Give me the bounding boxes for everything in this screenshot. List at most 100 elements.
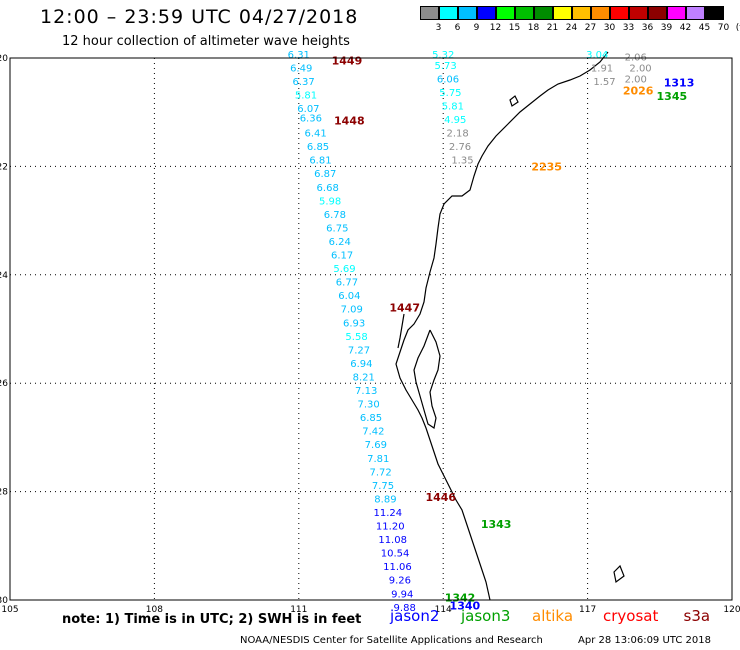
wave-height-value: 7.69	[365, 440, 387, 451]
dirk-hartog-island	[397, 313, 405, 349]
scale-swatch	[705, 6, 724, 20]
wave-height-value: 6.37	[292, 77, 314, 88]
scale-label: 24	[565, 23, 578, 33]
scale-label: 27	[584, 23, 597, 33]
wave-height-value: 9.94	[391, 589, 413, 600]
satellite-label-cryosat: cryosat	[603, 607, 659, 625]
scale-swatch	[496, 6, 515, 20]
wave-height-value: 7.27	[348, 345, 370, 356]
lat-tick-label: -30	[0, 596, 8, 606]
wave-height-value: 5.81	[295, 91, 317, 102]
scale-label: 45	[698, 23, 711, 33]
scale-label: 42	[679, 23, 692, 33]
wave-height-value: 6.75	[326, 223, 348, 234]
coastal-island-north	[509, 95, 519, 107]
lat-tick-label: -24	[0, 271, 8, 281]
track-altika: 2235 2026	[531, 85, 653, 174]
wave-height-value: 7.09	[341, 305, 363, 316]
wave-height-value: 1.91	[591, 64, 613, 75]
pass-time-label: 1446	[425, 491, 456, 504]
wave-height-value: 6.41	[305, 129, 327, 140]
satellite-label-s3a: s3a	[683, 607, 711, 625]
scale-swatch	[534, 6, 553, 20]
note-text: note: 1) Time is in UTC; 2) SWH is in fe…	[62, 612, 362, 627]
wave-height-value: 7.42	[362, 427, 384, 438]
pass-time-label: 1448	[334, 114, 365, 127]
scale-swatch	[591, 6, 610, 20]
wave-height-value: 6.85	[360, 413, 382, 424]
wave-height-value: 6.81	[309, 156, 331, 167]
wave-height-value: 2.00	[625, 74, 647, 85]
track-jason2: 1313 1340	[450, 76, 695, 612]
wave-height-value: 1.57	[593, 77, 615, 88]
map-axes: 105 108 111 114 117 120 -20 -22 -24 -26 -28 -30	[0, 54, 740, 615]
wave-height-value: 6.24	[329, 237, 351, 248]
wave-height-value: 8.21	[353, 372, 375, 383]
wave-height-value: 5.32	[432, 50, 454, 61]
pass-time-label: 1343	[481, 518, 512, 531]
wave-height-value: 7.81	[367, 454, 389, 465]
lon-tick-label: 120	[723, 605, 740, 615]
wave-height-value: 9.26	[389, 576, 411, 587]
scale-swatch	[553, 6, 572, 20]
wave-height-value: 6.87	[314, 169, 336, 180]
shark-bay-peninsula	[413, 329, 441, 429]
footer-credit: NOAA/NESDIS Center for Satellite Applica…	[240, 635, 543, 646]
wave-height-value: 6.78	[324, 210, 346, 221]
scale-swatch	[477, 6, 496, 20]
wave-height-value: 11.06	[383, 562, 412, 573]
scale-label: 6	[454, 23, 461, 33]
altimeter-tracks: 6.31 6.49 6.37 5.81 6.076.36 6.41 6.85 6.81 6.87…	[288, 50, 695, 614]
wave-height-value: 6.07	[297, 104, 319, 115]
wave-height-value: 5.73	[434, 61, 456, 72]
wave-height-value: 6.85	[307, 142, 329, 153]
map-subtitle: 12 hour collection of altimeter wave hei…	[62, 34, 350, 49]
satellite-label-jason3: jason3	[461, 607, 511, 625]
lat-tick-label: -22	[0, 162, 8, 172]
scale-label: 36	[641, 23, 654, 33]
wave-height-value: 11.08	[378, 535, 407, 546]
scale-label: 30	[603, 23, 616, 33]
wave-height-value: 6.36	[300, 113, 322, 124]
wave-height-value: 8.89	[374, 494, 396, 505]
pass-time-label: 2235	[531, 160, 562, 173]
wave-height-value: 4.95	[444, 115, 466, 126]
coastline-western-australia	[395, 51, 609, 601]
pass-time-label: 1340	[450, 599, 481, 612]
wave-height-value: 6.17	[331, 251, 353, 262]
wave-height-value: 3.04	[586, 50, 608, 61]
lon-tick-label: 105	[1, 605, 18, 615]
lon-tick-label: 114	[435, 605, 452, 615]
scale-label: 70	[717, 23, 730, 33]
scale-label: 12	[489, 23, 502, 33]
scale-swatch	[458, 6, 477, 20]
pass-time-label: 1342	[445, 591, 476, 604]
scale-swatch	[629, 6, 648, 20]
map-frame	[9, 57, 733, 601]
wave-height-value: 7.13	[355, 386, 377, 397]
wave-height-value: 10.54	[381, 549, 410, 560]
map-title: 12:00 – 23:59 UTC 04/27/2018	[40, 6, 359, 28]
wave-height-value: 5.69	[333, 264, 355, 275]
track-jason3: 5.325.73 6.06 5.75 5.81 4.95 2.18 2.76 1.35 1343…	[432, 50, 511, 604]
wave-height-value: 11.20	[376, 522, 405, 533]
pass-time-label: 1449	[332, 55, 363, 68]
pass-time-label: 1345	[657, 90, 688, 103]
wave-height-value: 6.06	[437, 74, 459, 85]
scale-swatch	[648, 6, 667, 20]
satellite-label-jason2: jason2	[390, 607, 440, 625]
scale-swatch	[667, 6, 686, 20]
lat-tick-label: -28	[0, 488, 8, 498]
coastline	[395, 51, 625, 601]
wave-height-value: 5.81	[442, 101, 464, 112]
coastal-island-east	[613, 564, 625, 584]
wave-height-value: 7.72	[369, 467, 391, 478]
scale-label: 18	[527, 23, 540, 33]
wave-height-value: 2.18	[447, 129, 469, 140]
scale-label: 9	[473, 23, 480, 33]
wave-height-value: 2.76	[449, 142, 471, 153]
scale-swatch	[439, 6, 458, 20]
wave-height-value: 2.00	[629, 64, 651, 75]
lon-tick-label: 117	[579, 605, 596, 615]
